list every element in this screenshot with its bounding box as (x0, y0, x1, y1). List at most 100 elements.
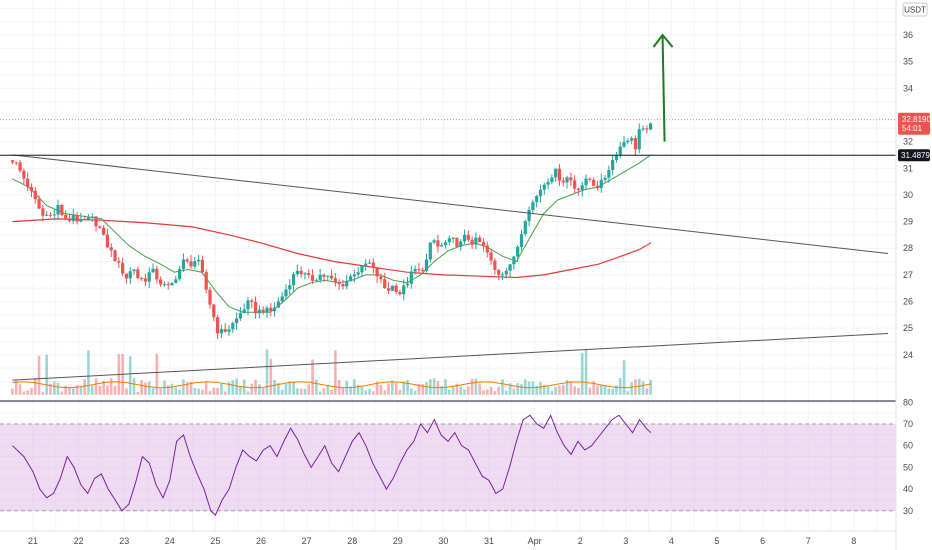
volume-bar (90, 385, 94, 395)
candle-body (451, 237, 455, 239)
volume-bar (470, 378, 474, 395)
volume-bar (637, 378, 641, 395)
volume-bar (201, 389, 204, 395)
candle-body (341, 284, 345, 287)
candle-body (94, 216, 98, 227)
trendline (12, 154, 889, 255)
candle-body (79, 218, 83, 222)
candle-body (440, 245, 444, 247)
volume-bar (379, 385, 383, 395)
rsi-tick-label: 30 (903, 506, 913, 516)
volume-bar (14, 380, 18, 395)
candle-body (405, 283, 410, 286)
volume-bar (159, 388, 162, 395)
volume-bar (288, 381, 292, 395)
volume-bar (535, 385, 538, 395)
candle-body (200, 259, 205, 273)
candle-body (322, 274, 326, 277)
candle-body (261, 309, 265, 313)
price-tick-label: 36 (903, 30, 913, 40)
volume-bar (197, 388, 200, 395)
volume-bar (87, 350, 90, 395)
volume-bar (45, 354, 48, 395)
candle-body (485, 245, 489, 253)
candle-body (212, 304, 216, 318)
volume-bar (250, 383, 254, 395)
candlesticks (10, 122, 653, 340)
candle-body (64, 215, 68, 219)
candle-body (253, 301, 258, 314)
candle-body (481, 242, 486, 246)
volume-bar (235, 378, 238, 395)
candle-body (402, 285, 406, 295)
candle-body (189, 261, 193, 267)
volume-bar (41, 391, 45, 395)
candle-body (607, 169, 611, 178)
price-tick-label: 35 (903, 57, 913, 67)
candle-body (538, 189, 543, 197)
time-tick-label: 4 (669, 536, 674, 546)
volume-bar (356, 384, 360, 395)
candle-body (641, 128, 645, 130)
candle-body (443, 242, 448, 246)
volume-bar (607, 388, 611, 395)
candle-body (508, 264, 512, 271)
rsi-tick-label: 40 (903, 484, 913, 494)
candle-body (204, 272, 208, 290)
candle-body (227, 329, 231, 332)
volume-bar (360, 386, 364, 395)
currency-button[interactable]: USDT (902, 2, 928, 17)
candle-body (159, 279, 163, 285)
candle-body (132, 269, 136, 272)
candle-body (592, 179, 596, 186)
price-tick-label: 24 (903, 350, 913, 360)
candle-body (367, 262, 372, 264)
candle-body (71, 215, 75, 221)
volume-bar (603, 385, 607, 395)
candle-body (314, 279, 318, 281)
candle-body (398, 291, 402, 295)
volume-bar (322, 388, 326, 395)
volume-bar (155, 353, 159, 395)
candle-body (238, 313, 242, 319)
candle-body (371, 262, 375, 268)
volume-bar (60, 391, 64, 395)
candle-body (375, 267, 379, 277)
volume-bar (501, 379, 504, 395)
candle-body (151, 268, 155, 273)
candle-body (22, 170, 26, 179)
volume-bar (425, 382, 428, 395)
volume-bar (372, 391, 375, 395)
volume-bar (410, 388, 413, 395)
candle-body (474, 237, 478, 245)
candle-body (242, 309, 246, 314)
time-tick-label: 27 (302, 536, 312, 546)
candle-body (588, 178, 592, 180)
volume-bar (303, 388, 307, 395)
volume-bar (311, 359, 314, 395)
candle-body (497, 269, 501, 275)
candle-body (489, 252, 493, 261)
time-tick-label: 6 (760, 536, 765, 546)
candle-body (272, 307, 277, 312)
candle-body (48, 214, 53, 216)
price-tick-label: 25 (903, 323, 913, 333)
volume-bar (615, 385, 618, 395)
volume-bar (542, 384, 546, 395)
time-tick-label: 8 (851, 536, 856, 546)
volume-bar (68, 386, 71, 395)
candle-body (124, 273, 129, 279)
candle-body (413, 269, 417, 272)
volume-bar (102, 380, 105, 395)
candle-body (611, 159, 615, 170)
candle-body (394, 285, 398, 292)
candle-body (37, 199, 41, 209)
time-tick-label: 5 (714, 536, 719, 546)
candle-body (470, 239, 474, 245)
price-tick-label: 31 (903, 163, 913, 173)
volume-bar (182, 379, 185, 395)
candle-body (364, 263, 368, 266)
volume-bar (151, 388, 155, 395)
volume-bar (596, 385, 599, 395)
candle-body (546, 182, 550, 185)
